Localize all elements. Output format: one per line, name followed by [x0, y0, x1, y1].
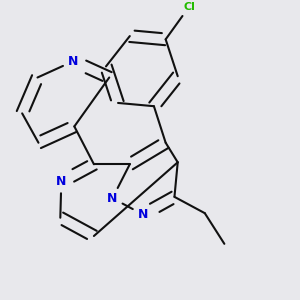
Text: N: N — [68, 55, 79, 68]
Text: N: N — [107, 192, 118, 205]
Text: N: N — [138, 208, 148, 221]
Text: N: N — [56, 176, 67, 188]
Text: Cl: Cl — [183, 2, 195, 12]
